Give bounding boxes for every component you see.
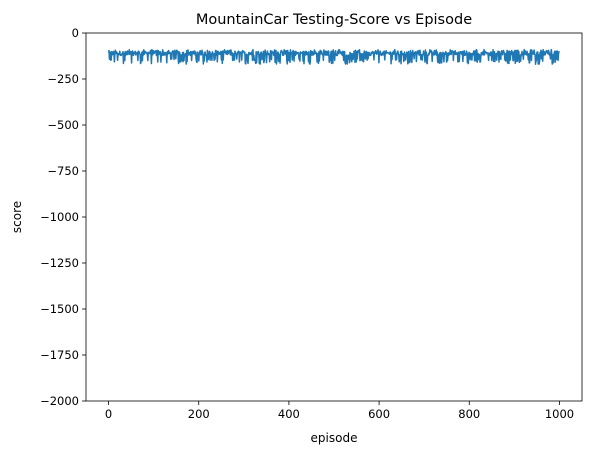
x-tick-label: 600: [368, 407, 390, 421]
y-axis-label: score: [10, 201, 24, 233]
y-tick-label: −750: [47, 164, 79, 178]
y-tick-label: −1750: [40, 348, 79, 362]
series-layer: [107, 48, 561, 65]
x-axis-ticks: 0 200 400 600 800 1000: [105, 401, 574, 421]
score-series-line: [107, 48, 561, 65]
y-axis-ticks: 0 −250 −500 −750 −1000 −1250 −1500 −1750 −2000: [40, 26, 86, 408]
x-tick-label: 0: [105, 407, 112, 421]
y-tick-label: −1500: [40, 302, 79, 316]
plot-area: [86, 33, 582, 401]
chart-title: MountainCar Testing-Score vs Episode: [196, 12, 472, 28]
y-tick-label: −2000: [40, 394, 79, 408]
y-tick-label: 0: [72, 26, 79, 40]
x-axis-label: episode: [311, 431, 358, 445]
y-tick-label: −1000: [40, 210, 79, 224]
y-tick-label: −500: [47, 118, 79, 132]
x-tick-label: 800: [458, 407, 480, 421]
y-tick-label: −250: [47, 72, 79, 86]
x-tick-label: 400: [278, 407, 300, 421]
plot-frame: [85, 32, 583, 402]
x-tick-label: 1000: [545, 407, 574, 421]
x-tick-label: 200: [188, 407, 210, 421]
y-tick-label: −1250: [40, 256, 79, 270]
